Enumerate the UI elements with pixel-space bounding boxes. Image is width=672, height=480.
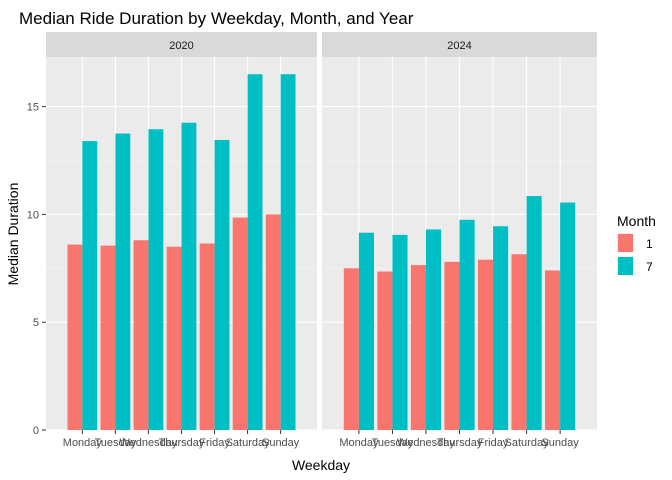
x-tick-label: Sunday (541, 437, 579, 449)
facet-strip-label: 2020 (169, 40, 193, 52)
x-tick-label: Friday (199, 437, 230, 449)
legend-key-month-1 (618, 234, 633, 252)
legend: Month 1 7 (617, 213, 656, 276)
bar-month-7-monday (82, 141, 98, 430)
bar-month-7-friday (493, 226, 509, 430)
bar-month-7-wednesday (148, 129, 164, 430)
bar-month-7-monday (358, 232, 374, 430)
legend-label: 7 (646, 260, 653, 274)
bar-month-1-thursday (444, 261, 460, 430)
bar-month-1-friday (477, 259, 494, 430)
x-tick-label: Tuesday (372, 437, 414, 449)
x-tick-label: Thursday (437, 437, 483, 449)
bar-month-1-saturday (511, 254, 527, 430)
legend-label: 1 (646, 237, 653, 251)
facet-panels: 2020MondayTuesdayWednesdayThursdayFriday… (27, 32, 597, 449)
y-tick-label: 5 (33, 317, 39, 329)
bar-month-7-friday (214, 140, 230, 430)
legend-title: Month (617, 213, 656, 229)
bar-month-7-wednesday (425, 229, 442, 430)
bar-month-7-tuesday (115, 133, 131, 430)
x-tick-label: Monday (63, 437, 103, 449)
bar-month-7-saturday (247, 74, 263, 430)
bar-month-1-thursday (166, 246, 182, 430)
x-tick-label: Wednesday (397, 437, 455, 449)
x-axis-title: Weekday (292, 457, 350, 473)
y-axis-title: Median Duration (5, 183, 21, 286)
x-tick-label: Saturday (226, 437, 271, 449)
legend-key-month-7 (618, 257, 633, 275)
x-tick-label: Monday (339, 437, 379, 449)
bar-month-7-thursday (459, 219, 475, 430)
facet-strip-label: 2024 (447, 40, 471, 52)
facet-panel: 2020 MondayTuesdayWednesdayThursdayFriday… (27, 32, 317, 449)
bar-month-7-tuesday (392, 234, 408, 430)
bar-month-1-wednesday (133, 240, 149, 430)
y-tick-label: 0 (33, 425, 39, 437)
bar-month-1-saturday (232, 217, 248, 430)
bar-month-1-sunday (265, 214, 281, 430)
facet-strip (322, 32, 597, 57)
bar-month-1-tuesday (377, 271, 393, 430)
bar-month-7-saturday (526, 196, 542, 430)
x-tick-label: Saturday (505, 437, 550, 449)
facet-panel: 2024 MondayTuesdayWednesdayThursdayFriday… (322, 32, 597, 449)
x-tick-label: Thursday (159, 437, 205, 449)
x-tick-label: Wednesday (120, 437, 178, 449)
bar-month-1-friday (199, 243, 215, 430)
chart-title: Median Ride Duration by Weekday, Month, … (19, 9, 414, 28)
y-tick-label: 10 (27, 209, 39, 221)
y-tick-label: 15 (27, 102, 39, 114)
bar-month-1-sunday (545, 270, 561, 430)
bar-month-1-monday (343, 268, 359, 430)
x-tick-label: Sunday (262, 437, 300, 449)
bar-month-1-wednesday (410, 265, 426, 430)
facet-strip (46, 32, 317, 57)
x-tick-label: Tuesday (95, 437, 137, 449)
x-tick-label: Friday (478, 437, 509, 449)
bar-month-1-monday (67, 244, 83, 430)
bar-month-7-sunday (560, 202, 576, 430)
bar-month-7-sunday (280, 74, 296, 430)
bar-month-1-tuesday (100, 245, 116, 430)
bar-month-7-thursday (181, 122, 197, 430)
